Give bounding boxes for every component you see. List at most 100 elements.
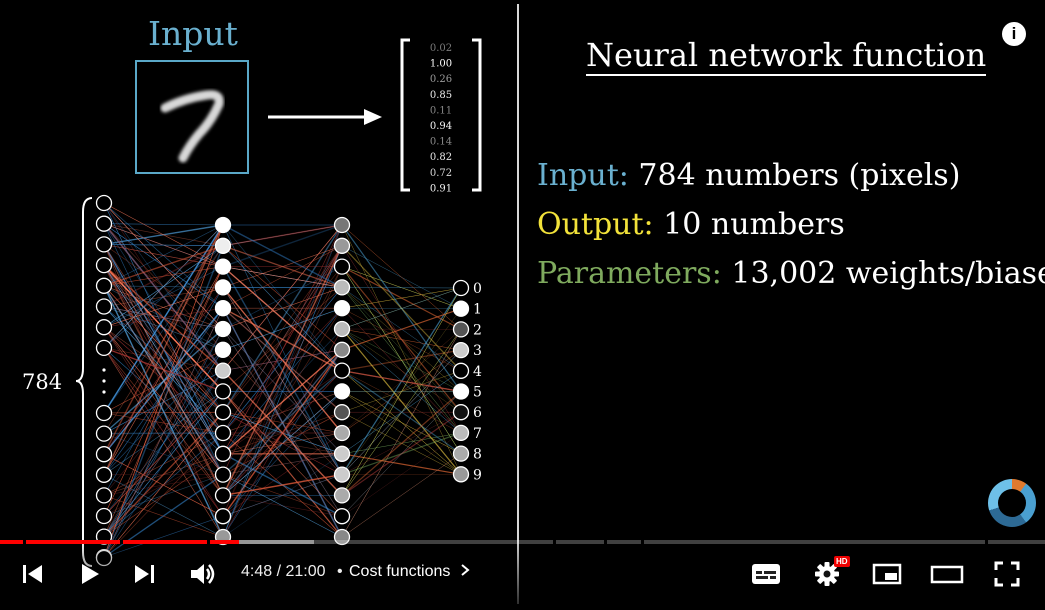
play-button[interactable] [74, 558, 104, 590]
input-title: Input [148, 14, 238, 53]
network-diagram: 0 1 2 3 4 5 6 7 8 9 784 [22, 194, 482, 567]
fullscreen-button[interactable] [991, 558, 1023, 590]
play-icon [82, 564, 99, 584]
hidden-neuron-2 [333, 320, 351, 338]
chapter-marker [207, 540, 210, 544]
chapter-marker [641, 540, 644, 544]
output-neuron [452, 321, 470, 338]
output-vector-value: 0.82 [430, 152, 452, 163]
network-connection [222, 349, 343, 455]
network-connection [103, 347, 224, 538]
network-connection [341, 453, 462, 538]
divider [517, 4, 519, 604]
channel-watermark[interactable] [988, 479, 1036, 527]
network-connection [341, 287, 462, 330]
network-connection [222, 453, 343, 475]
output-vector-value: 0.85 [430, 90, 452, 101]
subtitles-button[interactable] [749, 558, 783, 590]
hidden-neuron-1 [214, 279, 232, 296]
network-connection [222, 474, 343, 517]
network-connection [341, 432, 462, 476]
input-neuron [95, 215, 113, 232]
output-vector-value: 0.26 [430, 74, 452, 85]
brace [75, 197, 93, 567]
input-neuron [95, 446, 113, 463]
network-connection [341, 287, 462, 413]
network-connection [103, 308, 224, 558]
volume-button[interactable] [187, 558, 219, 590]
output-digit-label: 9 [473, 467, 482, 483]
network-connection [222, 411, 343, 434]
controls-gradient [0, 538, 1045, 610]
chapter-button[interactable]: Cost functions [349, 563, 471, 581]
network-connection [222, 474, 343, 538]
network-connection [103, 223, 224, 226]
spec-input: Input: 784 numbers (pixels) [537, 158, 960, 193]
output-neuron [452, 404, 470, 421]
spec-parameters-key: Parameters: [537, 256, 722, 291]
network-connection [341, 287, 462, 496]
input-neuron [95, 487, 113, 504]
hidden-neuron-2 [333, 404, 351, 421]
network-connection [103, 412, 224, 434]
output-vector-value: 0.02 [430, 43, 452, 54]
previous-icon [23, 565, 42, 583]
miniplayer-icon [872, 563, 902, 585]
output-neuron [452, 466, 470, 483]
network-connection [103, 244, 224, 496]
output-neuron [452, 300, 470, 317]
network-connection [341, 287, 462, 372]
output-neuron [452, 445, 470, 462]
network-connection [103, 453, 224, 517]
progress-played [0, 540, 240, 544]
network-connection [103, 224, 224, 476]
digit-seven-image [160, 90, 224, 163]
spec-output: Output: 10 numbers [537, 207, 845, 242]
network-connection [341, 370, 462, 455]
hidden-neuron-1 [214, 508, 232, 525]
spec-parameters-value: 13,002 weights/biases [731, 256, 1045, 291]
chapter-marker [985, 540, 988, 544]
previous-button[interactable] [18, 558, 46, 590]
hidden-neuron-1 [214, 404, 232, 421]
miniplayer-button[interactable] [870, 558, 904, 590]
network-connection [103, 495, 224, 538]
spec-input-key: Input: [537, 158, 629, 193]
output-neuron [452, 362, 470, 379]
network-connection [222, 245, 343, 288]
hidden-neuron-1 [214, 383, 232, 400]
network-connection [103, 223, 224, 475]
progress-bar[interactable] [0, 540, 1045, 544]
network-connection [222, 391, 343, 517]
hidden-neuron-2 [333, 279, 351, 296]
spec-output-value: 10 numbers [663, 207, 845, 242]
hidden-neuron-2 [333, 216, 351, 234]
network-connection [222, 224, 343, 247]
input-neuron [95, 236, 113, 253]
hidden-neuron-1 [214, 341, 232, 358]
info-icon[interactable]: i [1002, 22, 1026, 46]
theater-mode-button[interactable] [929, 558, 965, 590]
network-connection [103, 244, 224, 267]
output-vector-value: 0.14 [430, 137, 452, 148]
network-connection [103, 266, 224, 328]
network-connection [103, 474, 224, 517]
chapter-separator: • [337, 563, 343, 580]
hidden-neuron-1 [214, 216, 232, 234]
next-button[interactable] [131, 558, 159, 590]
volume-icon [191, 564, 215, 584]
settings-button[interactable] [810, 558, 844, 590]
network-connection [103, 474, 224, 496]
network-connection [222, 453, 343, 475]
output-digit-label: 0 [473, 281, 482, 297]
network-connection [222, 245, 343, 309]
output-digit-label: 8 [473, 447, 482, 463]
chapter-marker [553, 540, 556, 544]
network-connection [103, 202, 224, 267]
chapter-marker [120, 540, 123, 544]
network-connection [222, 473, 343, 497]
time-display: 4:48 / 21:00 [241, 563, 326, 581]
output-digit-label: 4 [473, 364, 482, 380]
network-connection [341, 328, 462, 475]
